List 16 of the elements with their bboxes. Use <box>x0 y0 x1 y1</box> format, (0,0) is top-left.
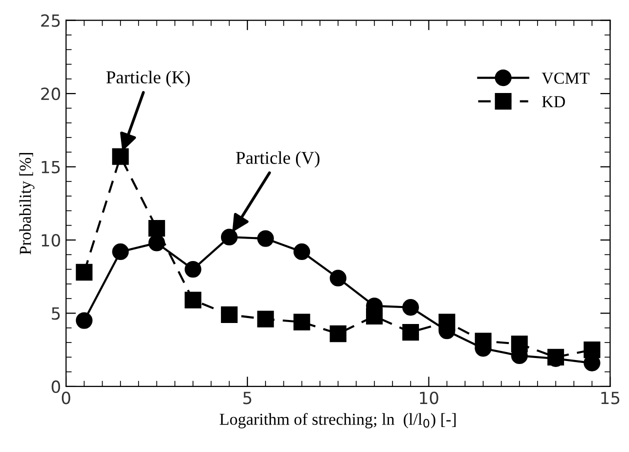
y-tick-label: 0 <box>52 380 60 394</box>
x-tick-label: 0 <box>62 392 70 404</box>
x-tick-label: 10 <box>420 392 438 404</box>
legend-label: VCMT <box>542 72 590 84</box>
annotation: Particle (V) <box>236 151 320 168</box>
y-tick-label: 10 <box>42 234 60 247</box>
x-tick-label: 5 <box>243 392 252 404</box>
annotation: Particle (K) <box>106 70 190 88</box>
y-tick-label: 20 <box>41 88 60 100</box>
y-tick-label: 25 <box>41 14 60 27</box>
y-tick-label: 15 <box>42 160 60 174</box>
x-tick-label: 15 <box>601 392 620 404</box>
y-axis-title: Probability [%] <box>19 153 34 255</box>
y-tick-label: 5 <box>52 307 60 320</box>
legend-label: KD <box>542 96 565 108</box>
x-axis-title: Logarithm of streching; ln (l/l$_{0}$) [-] <box>220 413 456 428</box>
